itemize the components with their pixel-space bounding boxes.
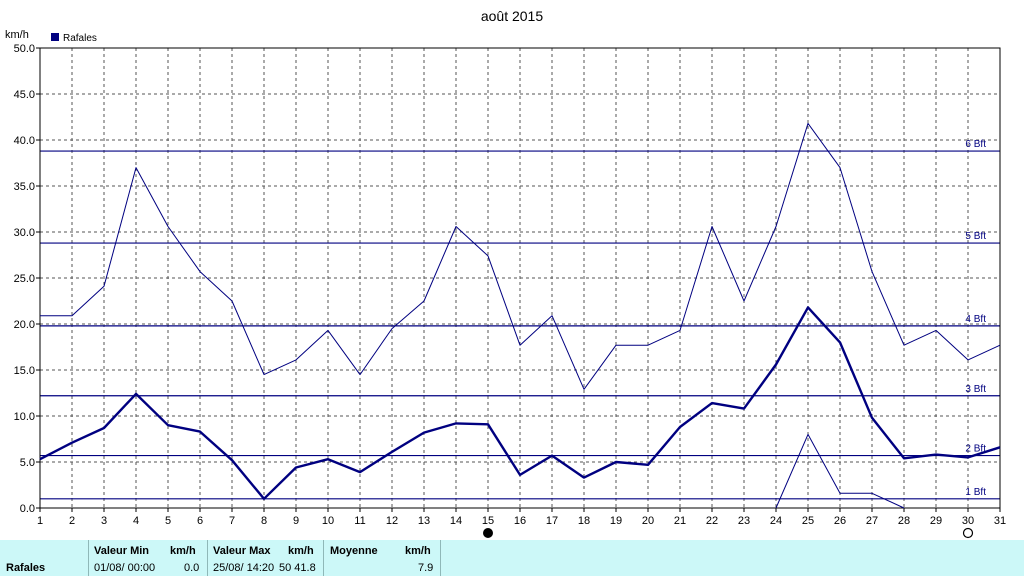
max-unit: km/h bbox=[288, 545, 314, 557]
y-tick-label: 50.0 bbox=[14, 43, 35, 55]
min-unit: km/h bbox=[170, 545, 196, 557]
x-tick-label: 10 bbox=[322, 515, 334, 527]
x-tick-label: 2 bbox=[69, 515, 75, 527]
x-tick-label: 12 bbox=[386, 515, 398, 527]
y-tick-label: 20.0 bbox=[14, 319, 35, 331]
y-tick-label: 10.0 bbox=[14, 411, 35, 423]
x-tick-label: 19 bbox=[610, 515, 622, 527]
x-tick-label: 1 bbox=[37, 515, 43, 527]
stats-separator bbox=[207, 540, 208, 576]
legend-swatch bbox=[51, 33, 59, 41]
beaufort-label: 1 Bft bbox=[965, 487, 986, 498]
axes: 0.0 5.0 10.0 15.0 20.0 25.0 30.0 35.0 40.0 45.0 50… bbox=[14, 43, 1007, 527]
avg-header: Moyenne bbox=[330, 545, 378, 557]
x-tick-label: 13 bbox=[418, 515, 430, 527]
x-tick-label: 21 bbox=[674, 515, 686, 527]
beaufort-label: 4 Bft bbox=[965, 314, 986, 325]
y-tick-label: 5.0 bbox=[20, 457, 35, 469]
x-tick-label: 4 bbox=[133, 515, 139, 527]
min-header: Valeur Min bbox=[94, 545, 150, 557]
stats-separator bbox=[440, 540, 441, 576]
full-moon-icon bbox=[962, 527, 974, 539]
legend-label: Rafales bbox=[63, 33, 97, 44]
x-tick-label: 29 bbox=[930, 515, 942, 527]
max-date: 25/08/ 14:20 bbox=[213, 562, 275, 574]
beaufort-label: 3 Bft bbox=[965, 384, 986, 395]
plot-frame bbox=[39, 47, 1001, 509]
moon-phases bbox=[483, 527, 974, 539]
series-line-min bbox=[775, 433, 905, 509]
x-tick-label: 5 bbox=[165, 515, 171, 527]
x-tick-label: 20 bbox=[642, 515, 654, 527]
avg-value: 7.9 bbox=[418, 562, 434, 574]
y-axis-unit: km/h bbox=[5, 29, 29, 41]
gust-chart: août 2015 km/h Rafales 1 Bft 2 Bft 3 Bft 4 … bbox=[5, 8, 1007, 539]
y-tick-label: 25.0 bbox=[14, 273, 35, 285]
x-tick-label: 24 bbox=[770, 515, 782, 527]
y-tick-label: 0.0 bbox=[20, 503, 35, 515]
max-header: Valeur Max bbox=[213, 545, 271, 557]
beaufort-label: 6 Bft bbox=[965, 139, 986, 150]
avg-unit: km/h bbox=[405, 545, 431, 557]
beaufort-lines: 1 Bft 2 Bft 3 Bft 4 Bft 5 Bft 6 Bft bbox=[40, 139, 1000, 500]
stats-row-label: Rafales bbox=[6, 562, 46, 574]
x-tick-label: 22 bbox=[706, 515, 718, 527]
x-tick-label: 28 bbox=[898, 515, 910, 527]
x-tick-label: 18 bbox=[578, 515, 590, 527]
x-tick-label: 11 bbox=[354, 515, 365, 527]
y-tick-label: 40.0 bbox=[14, 135, 35, 147]
min-value: 0.0 bbox=[184, 562, 200, 574]
stats-separator bbox=[323, 540, 324, 576]
x-tick-label: 6 bbox=[197, 515, 203, 527]
x-tick-label: 14 bbox=[450, 515, 462, 527]
y-tick-label: 35.0 bbox=[14, 181, 35, 193]
series-line-mean bbox=[39, 306, 1001, 500]
grid bbox=[40, 48, 1000, 508]
y-tick-label: 30.0 bbox=[14, 227, 35, 239]
x-tick-label: 30 bbox=[962, 515, 974, 527]
x-tick-label: 7 bbox=[229, 515, 235, 527]
series-line-max bbox=[40, 122, 1001, 390]
y-tick-label: 45.0 bbox=[14, 89, 35, 101]
beaufort-label: 5 Bft bbox=[965, 231, 986, 242]
series bbox=[39, 122, 1001, 509]
x-tick-label: 17 bbox=[546, 515, 558, 527]
x-tick-label: 26 bbox=[834, 515, 846, 527]
x-tick-label: 23 bbox=[738, 515, 750, 527]
y-tick-label: 15.0 bbox=[14, 365, 35, 377]
beaufort-label: 2 Bft bbox=[965, 444, 986, 455]
x-tick-label: 8 bbox=[261, 515, 267, 527]
stats-panel: Rafales Valeur Min km/h 01/08/ 00:00 0.0… bbox=[0, 540, 1024, 576]
x-tick-label: 27 bbox=[866, 515, 878, 527]
x-tick-label: 31 bbox=[994, 515, 1006, 527]
min-date: 01/08/ 00:00 bbox=[94, 562, 156, 574]
max-value: 50 41.8 bbox=[279, 562, 316, 574]
x-tick-label: 16 bbox=[514, 515, 526, 527]
x-tick-label: 25 bbox=[802, 515, 814, 527]
x-tick-label: 9 bbox=[293, 515, 299, 527]
stats-separator bbox=[88, 540, 89, 576]
x-tick-label: 15 bbox=[482, 515, 494, 527]
x-tick-label: 3 bbox=[101, 515, 107, 527]
new-moon-icon bbox=[483, 528, 493, 538]
chart-title: août 2015 bbox=[481, 8, 543, 24]
